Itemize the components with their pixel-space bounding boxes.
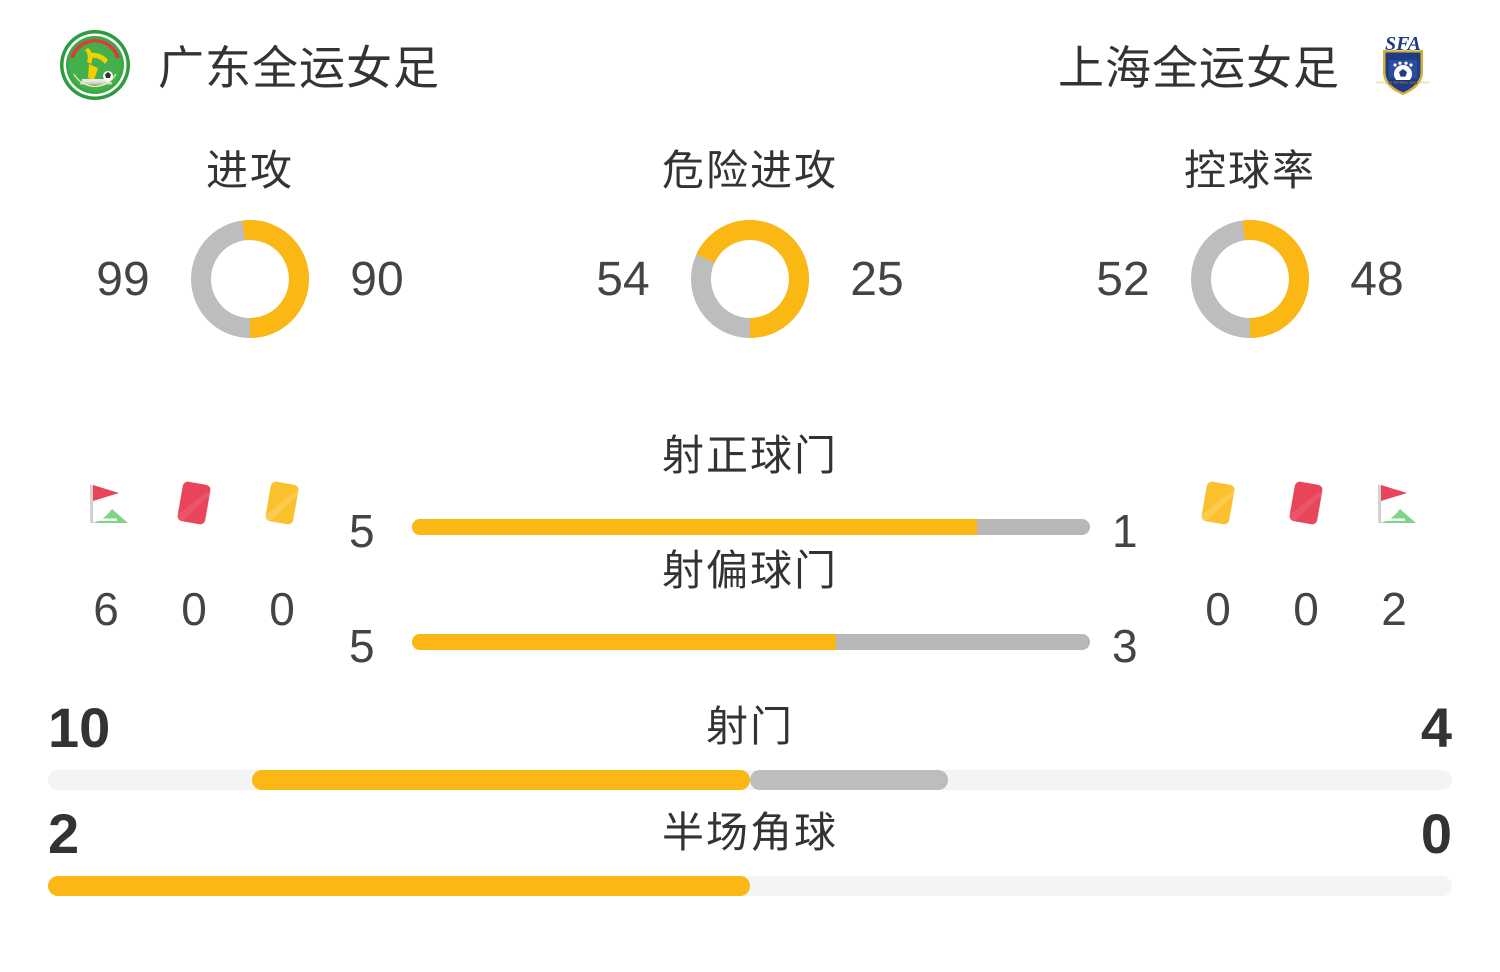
home-corner-flag-stat: 6 bbox=[62, 470, 150, 632]
away-team-name: 上海全运女足 bbox=[1058, 42, 1340, 94]
away-yellow-card-stat: 0 bbox=[1174, 470, 1262, 632]
yellow-card-icon bbox=[1185, 470, 1251, 536]
away-value: 3 bbox=[1112, 620, 1138, 672]
home-bar-fill bbox=[412, 634, 836, 650]
red-card-icon bbox=[161, 470, 227, 536]
home-red-card-count: 0 bbox=[181, 583, 207, 635]
away-corner-flag-stat: 2 bbox=[1350, 470, 1438, 632]
home-team-name: 广东全运女足 bbox=[158, 42, 440, 94]
away-bar-fill bbox=[750, 770, 948, 790]
red-card-icon bbox=[1273, 470, 1339, 536]
home-team[interactable]: 广东全运女足 bbox=[58, 28, 440, 102]
home-discipline-icons: 6 0 0 bbox=[62, 470, 326, 632]
donut-home-value: 54 bbox=[596, 252, 650, 306]
donut-stat-attacks: 进攻 99 90 bbox=[0, 150, 500, 410]
guangdong-fa-logo bbox=[58, 28, 132, 102]
away-value: 0 bbox=[1420, 802, 1452, 865]
donut-stats-row: 进攻 99 90 危险进攻 54 25 控球率 52 bbox=[0, 150, 1500, 410]
svg-text:SFA: SFA bbox=[1385, 33, 1421, 55]
away-red-card-count: 0 bbox=[1293, 583, 1319, 635]
donut-chart bbox=[1191, 220, 1309, 338]
away-value: 1 bbox=[1112, 505, 1138, 557]
home-red-card-stat: 0 bbox=[150, 470, 238, 632]
stat-bar bbox=[412, 634, 1090, 650]
donut-away-value: 48 bbox=[1350, 252, 1404, 306]
donut-away-value: 25 bbox=[850, 252, 904, 306]
corner-flag-icon bbox=[73, 470, 139, 536]
match-header: 广东全运女足 上海全运女足 SHANGHAI FOOTBALL ASSOCIAT… bbox=[0, 0, 1500, 130]
stat-bar bbox=[412, 519, 1090, 535]
corner-flag-icon bbox=[1361, 470, 1427, 536]
away-red-card-stat: 0 bbox=[1262, 470, 1350, 632]
donut-stat-possession: 控球率 52 48 bbox=[1000, 150, 1500, 410]
yellow-card-icon bbox=[249, 470, 315, 536]
home-corner-count: 6 bbox=[93, 583, 119, 635]
stat-label: 半场角球 bbox=[661, 809, 838, 856]
away-yellow-card-count: 0 bbox=[1205, 583, 1231, 635]
home-value: 2 bbox=[48, 802, 80, 865]
donut-chart bbox=[691, 220, 809, 338]
stat-label: 射正球门 bbox=[661, 432, 838, 479]
stat-shots-off-target: 射偏球门 5 3 bbox=[0, 547, 1500, 670]
home-bar-fill bbox=[252, 770, 750, 790]
home-value: 5 bbox=[349, 505, 375, 557]
donut-home-value: 99 bbox=[96, 252, 150, 306]
home-bar-fill bbox=[48, 876, 750, 896]
stat-bar bbox=[48, 770, 1452, 790]
donut-away-value: 90 bbox=[350, 252, 404, 306]
stat-bar bbox=[48, 876, 1452, 896]
donut-stat-dangerous-attacks: 危险进攻 54 25 bbox=[500, 150, 1000, 410]
home-value: 5 bbox=[349, 620, 375, 672]
donut-title: 危险进攻 bbox=[661, 147, 838, 194]
sfa-shield-logo: SHANGHAI FOOTBALL ASSOCIATION SFA bbox=[1366, 28, 1440, 102]
away-corner-count: 2 bbox=[1381, 583, 1407, 635]
home-yellow-card-count: 0 bbox=[269, 583, 295, 635]
stat-shots-on-target: 射正球门 5 1 bbox=[0, 432, 1500, 555]
stat-shots: 射门 10 4 bbox=[0, 700, 1500, 816]
away-value: 4 bbox=[1420, 696, 1452, 759]
svg-text:SHANGHAI FOOTBALL ASSOCIATION: SHANGHAI FOOTBALL ASSOCIATION bbox=[1376, 80, 1429, 84]
away-team[interactable]: 上海全运女足 SHANGHAI FOOTBALL ASSOCIATION SFA bbox=[1058, 28, 1440, 102]
donut-title: 进攻 bbox=[205, 147, 294, 194]
stat-half-time-corners: 半场角球 2 0 bbox=[0, 806, 1500, 922]
away-discipline-icons: 0 0 bbox=[1174, 470, 1438, 632]
donut-chart bbox=[191, 220, 309, 338]
stat-label: 射门 bbox=[705, 703, 794, 750]
home-value: 10 bbox=[48, 696, 111, 759]
donut-home-value: 52 bbox=[1096, 252, 1150, 306]
stat-label: 射偏球门 bbox=[661, 547, 838, 594]
home-yellow-card-stat: 0 bbox=[238, 470, 326, 632]
donut-title: 控球率 bbox=[1183, 147, 1316, 194]
home-bar-fill bbox=[412, 519, 977, 535]
discipline-and-shots-section: 6 0 0 bbox=[0, 425, 1500, 670]
